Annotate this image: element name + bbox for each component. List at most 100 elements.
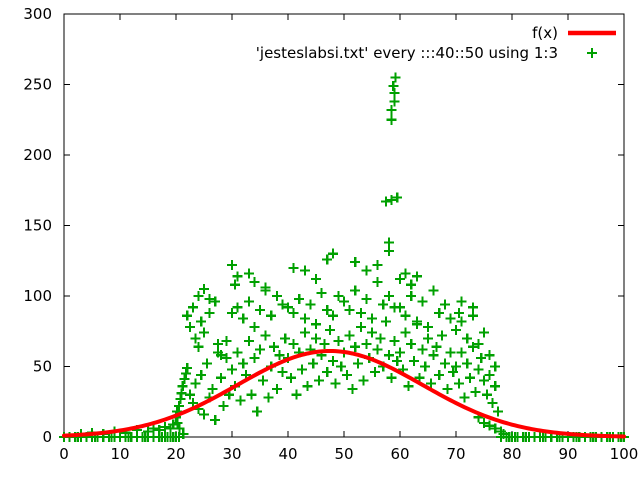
scatter-plus-marker	[361, 338, 372, 349]
scatter-plus-marker	[493, 406, 503, 417]
scatter-plus-marker	[395, 274, 405, 285]
scatter-plus-marker	[462, 333, 473, 344]
scatter-plus-marker	[204, 293, 215, 304]
scatter-plus-marker	[476, 353, 487, 364]
scatter-plus-marker	[227, 364, 237, 375]
y-tick-label: 100	[23, 287, 52, 305]
y-tick-label: 200	[23, 146, 52, 164]
scatter-plus-marker	[437, 330, 447, 341]
y-tick-label: 300	[23, 5, 52, 23]
scatter-plus-marker	[431, 341, 442, 352]
scatter-plus-marker	[210, 296, 221, 307]
scatter-plus-marker	[383, 245, 394, 256]
x-tick-label: 0	[59, 445, 69, 463]
scatter-plus-marker	[390, 72, 401, 83]
scatter-plus-marker	[266, 310, 277, 321]
scatter-plus-marker	[288, 307, 299, 318]
scatter-plus-marker	[350, 257, 361, 268]
scatter-plus-marker	[355, 307, 366, 318]
scatter-plus-marker	[319, 338, 330, 349]
scatter-plus-marker	[187, 302, 198, 313]
scatter-plus-marker	[311, 274, 321, 285]
scatter-plus-marker	[260, 282, 271, 293]
x-tick-label: 40	[278, 445, 297, 463]
x-tick-label: 70	[446, 445, 465, 463]
scatter-plus-marker	[389, 336, 400, 347]
scatter-plus-marker	[322, 254, 333, 265]
scatter-plus-marker	[383, 350, 394, 361]
scatter-plus-marker	[389, 87, 400, 98]
scatter-plus-marker	[456, 316, 467, 327]
legend-label-fx: f(x)	[532, 24, 558, 42]
scatter-plus-marker	[386, 104, 397, 115]
scatter-plus-marker	[159, 422, 170, 433]
scatter-plus-marker	[490, 423, 501, 434]
scatter-plus-marker	[467, 341, 478, 352]
scatter-plus-marker	[238, 358, 249, 369]
scatter-plus-marker	[252, 406, 263, 417]
scatter-plus-marker	[406, 291, 417, 301]
x-tick-label: 90	[558, 445, 577, 463]
scatter-plus-marker	[389, 96, 400, 107]
scatter-plus-marker	[378, 299, 389, 310]
scatter-plus-marker	[243, 336, 254, 347]
scatter-plus-marker	[221, 336, 232, 347]
scatter-plus-marker	[177, 381, 188, 392]
y-tick-label: 150	[23, 217, 52, 235]
scatter-plus-marker	[215, 372, 226, 383]
scatter-plus-marker	[350, 285, 361, 296]
scatter-plus-marker	[467, 310, 478, 321]
scatter-plus-marker	[467, 302, 478, 313]
scatter-plus-marker	[361, 293, 372, 304]
scatter-plus-marker	[381, 196, 391, 207]
scatter-plus-marker	[185, 389, 195, 400]
scatter-plus-marker	[322, 305, 333, 316]
scatter-plus-marker	[280, 333, 291, 344]
scatter-plus-marker	[465, 372, 475, 383]
scatter-plus-marker	[361, 265, 372, 276]
scatter-plus-marker	[456, 296, 467, 307]
scatter-plus-marker	[428, 350, 439, 361]
scatter-plus-marker	[175, 393, 186, 404]
scatter-plus-marker	[386, 195, 397, 206]
scatter-plus-marker	[207, 384, 218, 395]
scatter-plus-marker	[439, 358, 450, 369]
scatter-plus-marker	[221, 353, 232, 364]
scatter-plus-marker	[193, 341, 204, 352]
scatter-plus-marker	[299, 327, 310, 338]
scatter-plus-marker	[375, 333, 386, 344]
scatter-plus-marker	[409, 355, 419, 366]
scatter-plus-marker	[327, 310, 338, 321]
x-tick-label: 60	[390, 445, 409, 463]
scatter-plus-marker	[400, 327, 411, 338]
scatter-plus-marker	[218, 400, 229, 411]
scatter-plus-marker	[339, 296, 349, 307]
scatter-plus-marker	[381, 316, 391, 327]
scatter-plus-marker	[383, 291, 394, 301]
scatter-plus-marker	[299, 265, 310, 276]
scatter-plus-marker	[201, 358, 212, 369]
scatter-plus-marker	[316, 288, 327, 299]
scatter-plus-marker	[406, 338, 417, 349]
scatter-plus-marker	[302, 381, 313, 392]
scatter-plus-marker	[291, 389, 302, 400]
scatter-plus-marker	[400, 310, 411, 321]
scatter-plus-marker	[249, 276, 260, 287]
scatter-plus-marker	[308, 358, 319, 369]
scatter-plus-marker	[249, 322, 260, 333]
scatter-plus-marker	[479, 417, 489, 428]
scatter-plus-marker	[277, 299, 288, 310]
scatter-plus-marker	[358, 375, 369, 386]
scatter-plus-marker	[215, 350, 226, 361]
scatter-plus-marker	[243, 268, 254, 279]
scatter-plus-marker	[232, 302, 243, 313]
scatter-plus-marker	[227, 307, 237, 318]
scatter-plus-marker	[313, 375, 324, 386]
scatter-plus-marker	[417, 296, 428, 307]
x-tick-label: 10	[110, 445, 129, 463]
scatter-plus-marker	[196, 369, 207, 380]
scatter-plus-marker	[154, 424, 165, 435]
scatter-plus-marker	[178, 429, 189, 440]
scatter-plus-marker	[423, 333, 433, 344]
